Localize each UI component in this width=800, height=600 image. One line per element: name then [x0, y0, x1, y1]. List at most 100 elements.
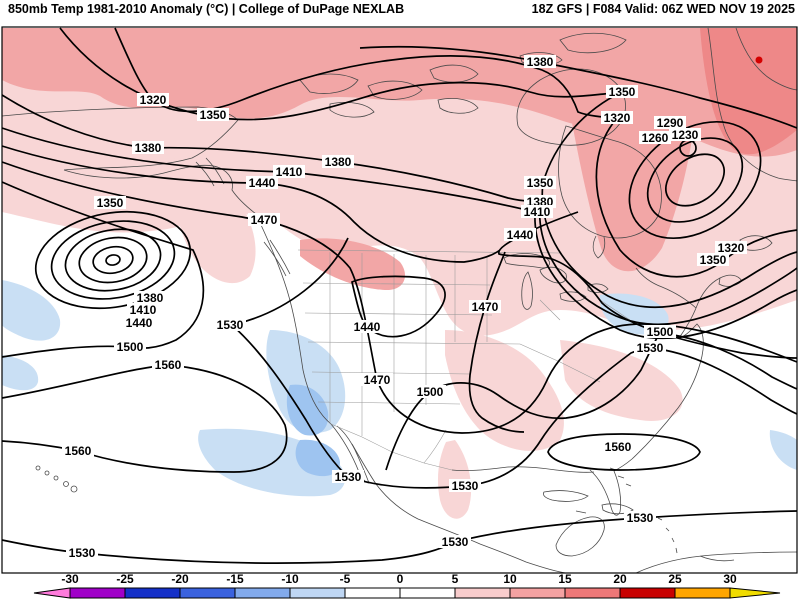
contour-label-mask: [504, 228, 536, 241]
contour-label: 1350: [609, 85, 636, 99]
contour-label: 1350: [200, 108, 227, 122]
contour-label: 1530: [69, 546, 96, 560]
contour-label-mask: [624, 511, 656, 524]
colorbar-segment: [509, 587, 566, 599]
colorbar-tick-label: -5: [340, 572, 351, 586]
colorbar-right-arrow: [729, 587, 781, 599]
contour-label-mask: [602, 440, 634, 453]
contour-label: 1530: [627, 511, 654, 525]
contour-label-mask: [94, 196, 126, 209]
contour-label: 1380: [325, 155, 352, 169]
anomaly-shading-layer: [2, 28, 797, 519]
map-frame: [1, 26, 798, 574]
colorbar-segment: [454, 587, 511, 599]
contour-labels: 1320135013801380141014401470135013801410…: [62, 55, 747, 560]
contour-label: 1320: [140, 93, 167, 107]
contour-label-mask: [152, 358, 184, 371]
contour-label-mask: [197, 108, 229, 121]
contour-label-mask: [414, 385, 446, 398]
contour-label-mask: [248, 213, 280, 226]
colorbar-tick-label: -10: [281, 572, 299, 586]
contour-label-mask: [439, 535, 471, 548]
contour-label: 1560: [65, 444, 92, 458]
contour-label: 1440: [354, 320, 381, 334]
colorbar-segment: [69, 587, 126, 599]
contour-label-mask: [697, 253, 729, 266]
colorbar-segment: [619, 587, 676, 599]
contour-label: 1530: [442, 535, 469, 549]
contour-label: 1500: [117, 340, 144, 354]
contour-label: 1410: [524, 205, 551, 219]
contour-label-mask: [132, 141, 164, 154]
colorbar-segment: [124, 587, 181, 599]
colorbar-tick-label: 15: [558, 572, 572, 586]
contour-label-mask: [246, 176, 278, 189]
contour-label-mask: [361, 373, 393, 386]
contour-label-mask: [66, 546, 98, 559]
header-title: 850mb Temp 1981-2010 Anomaly (°C) | Coll…: [8, 2, 405, 16]
contour-label: 1530: [335, 470, 362, 484]
contour-label: 1260: [642, 131, 669, 145]
contour-label: 1350: [97, 196, 124, 210]
contour-label: 1440: [507, 228, 534, 242]
contour-label: 1320: [718, 241, 745, 255]
contour-label-mask: [669, 128, 701, 141]
contour-label-mask: [127, 303, 159, 316]
header-valid-time: 18Z GFS | F084 Valid: 06Z WED NOV 19 202…: [531, 2, 795, 16]
contour-label-mask: [715, 241, 747, 254]
contour-label: 1500: [417, 385, 444, 399]
colorbar-segment: [179, 587, 236, 599]
colorbar-tick-label: 30: [723, 572, 737, 586]
contour-label-mask: [62, 444, 94, 457]
contour-label-mask: [524, 176, 556, 189]
contour-label: 1530: [217, 318, 244, 332]
colorbar-tick-label: -15: [226, 572, 244, 586]
contour-label: 1560: [155, 358, 182, 372]
colorbar-tick-label: -20: [171, 572, 189, 586]
contour-label: 1410: [130, 303, 157, 317]
colorbar-tick-label: 25: [668, 572, 682, 586]
contour-label: 1380: [135, 141, 162, 155]
contour-label-mask: [521, 205, 553, 218]
colorbar-left-arrow: [33, 587, 71, 599]
contour-label: 1440: [249, 176, 276, 190]
contour-label-mask: [322, 155, 354, 168]
contour-label: 1290: [657, 116, 684, 130]
colorbar-tick-label: 10: [503, 572, 517, 586]
colorbar-segment: [234, 587, 291, 599]
contour-label-mask: [639, 131, 671, 144]
contour-label: 1470: [364, 373, 391, 387]
contour-label-mask: [654, 116, 686, 129]
contour-label: 1470: [472, 300, 499, 314]
contour-label-mask: [469, 300, 501, 313]
contour-label-mask: [123, 316, 155, 329]
contour-label: 1530: [637, 341, 664, 355]
contour-label-mask: [644, 325, 676, 338]
colorbar-tick-label: 0: [397, 572, 404, 586]
contour-label-mask: [351, 320, 383, 333]
contour-label-mask: [134, 291, 166, 304]
colorbar-segment: [674, 587, 731, 599]
contour-label-mask: [601, 111, 633, 124]
contour-label-mask: [606, 85, 638, 98]
header-bar: 850mb Temp 1981-2010 Anomaly (°C) | Coll…: [8, 2, 795, 16]
contour-label: 1560: [605, 440, 632, 454]
contour-label: 1350: [700, 253, 727, 267]
contour-label: 1410: [276, 165, 303, 179]
contour-label: 1440: [126, 316, 153, 330]
contour-label-mask: [524, 195, 556, 208]
contour-label: 1320: [604, 111, 631, 125]
contour-label: 1230: [672, 128, 699, 142]
colorbar-tick-label: 5: [452, 572, 459, 586]
contour-label: 1530: [452, 479, 479, 493]
colorbar-segment: [564, 587, 621, 599]
contour-label-mask: [214, 318, 246, 331]
anomaly-colorbar: -30 -25 -20 -15 -10 -5 0 5 10 15 20 25 30: [33, 572, 781, 599]
contour-label-mask: [273, 165, 305, 178]
contour-label: 1500: [647, 325, 674, 339]
colorbar-tick-label: -30: [61, 572, 79, 586]
contour-label: 1350: [527, 176, 554, 190]
contour-label-mask: [332, 470, 364, 483]
contour-label-mask: [449, 479, 481, 492]
contour-label: 1380: [527, 55, 554, 69]
